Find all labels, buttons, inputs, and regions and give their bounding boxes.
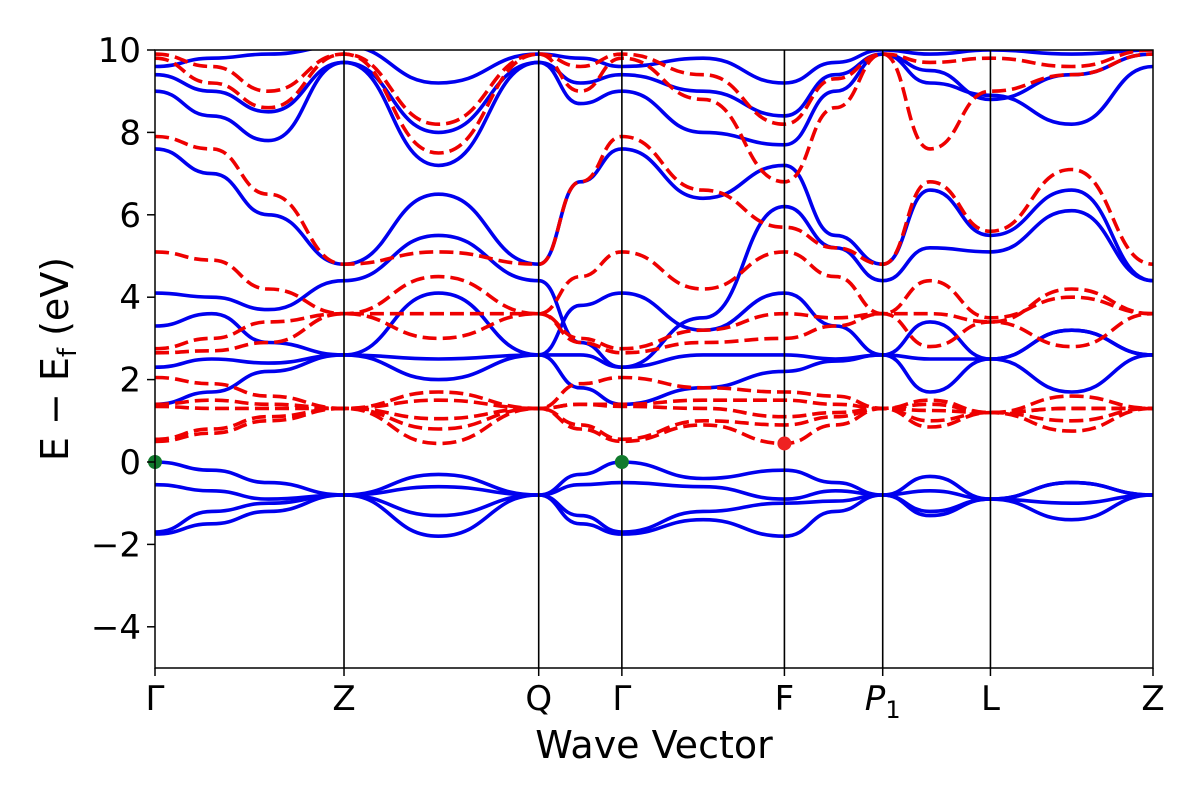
solid-band-4 <box>155 353 1153 407</box>
y-axis-label-unit: (eV) <box>33 257 77 348</box>
solid-band-7 <box>155 204 1153 369</box>
dashed-band-9 <box>155 52 1153 184</box>
x-tick-label: P1 <box>865 679 901 724</box>
y-tick-label: 8 <box>119 113 141 153</box>
dashed-band-4 <box>155 375 1153 415</box>
solid-band-6 <box>155 291 1153 361</box>
x-tick-label: F <box>775 679 795 719</box>
solid-band-1 <box>155 493 1153 534</box>
x-tick-label: Q <box>525 679 552 719</box>
x-tick-label: L <box>981 679 1000 719</box>
y-tick-label: −4 <box>91 608 141 648</box>
markers-layer <box>148 436 792 469</box>
y-ticks: −4 −2 0 2 4 6 8 10 <box>91 31 155 648</box>
dashed-band-6 <box>155 287 1153 351</box>
solid-band-9 <box>155 52 1153 168</box>
y-tick-label: −2 <box>91 525 141 565</box>
x-axis-label: Wave Vector <box>535 723 773 767</box>
bands-layer <box>155 50 1153 538</box>
solid-band-11 <box>155 50 1153 85</box>
y-tick-label: 2 <box>119 361 141 401</box>
y-tick-label: 4 <box>119 278 141 318</box>
dashed-band-5 <box>155 311 1153 355</box>
dashed-band-10 <box>155 50 1153 126</box>
extremum-marker <box>614 455 629 469</box>
solid-band-3 <box>155 460 1153 501</box>
y-axis-label-main: E − E <box>33 357 77 461</box>
y-axis-label-sub: f <box>53 347 83 357</box>
dashed-band-8 <box>155 134 1153 266</box>
y-axis-label: E − Ef (eV) <box>33 257 83 461</box>
x-tick-label: Z <box>1141 679 1164 719</box>
extremum-marker <box>777 436 792 451</box>
y-tick-label: 0 <box>119 443 141 483</box>
solid-band-8 <box>155 147 1153 283</box>
x-tick-label: Γ <box>612 679 631 719</box>
solid-band-2 <box>155 480 1153 501</box>
plot-frame <box>154 49 1154 669</box>
dashed-band-7 <box>155 250 1153 320</box>
y-tick-label: 6 <box>119 196 141 236</box>
x-tick-label: Γ <box>146 679 165 719</box>
kpoint-lines <box>343 50 992 668</box>
x-tick-label: Z <box>332 679 355 719</box>
x-ticks: Γ Z Q Γ F P1 L Z <box>146 668 1165 724</box>
solid-band-10 <box>155 52 1153 135</box>
y-tick-label: 10 <box>98 31 141 71</box>
